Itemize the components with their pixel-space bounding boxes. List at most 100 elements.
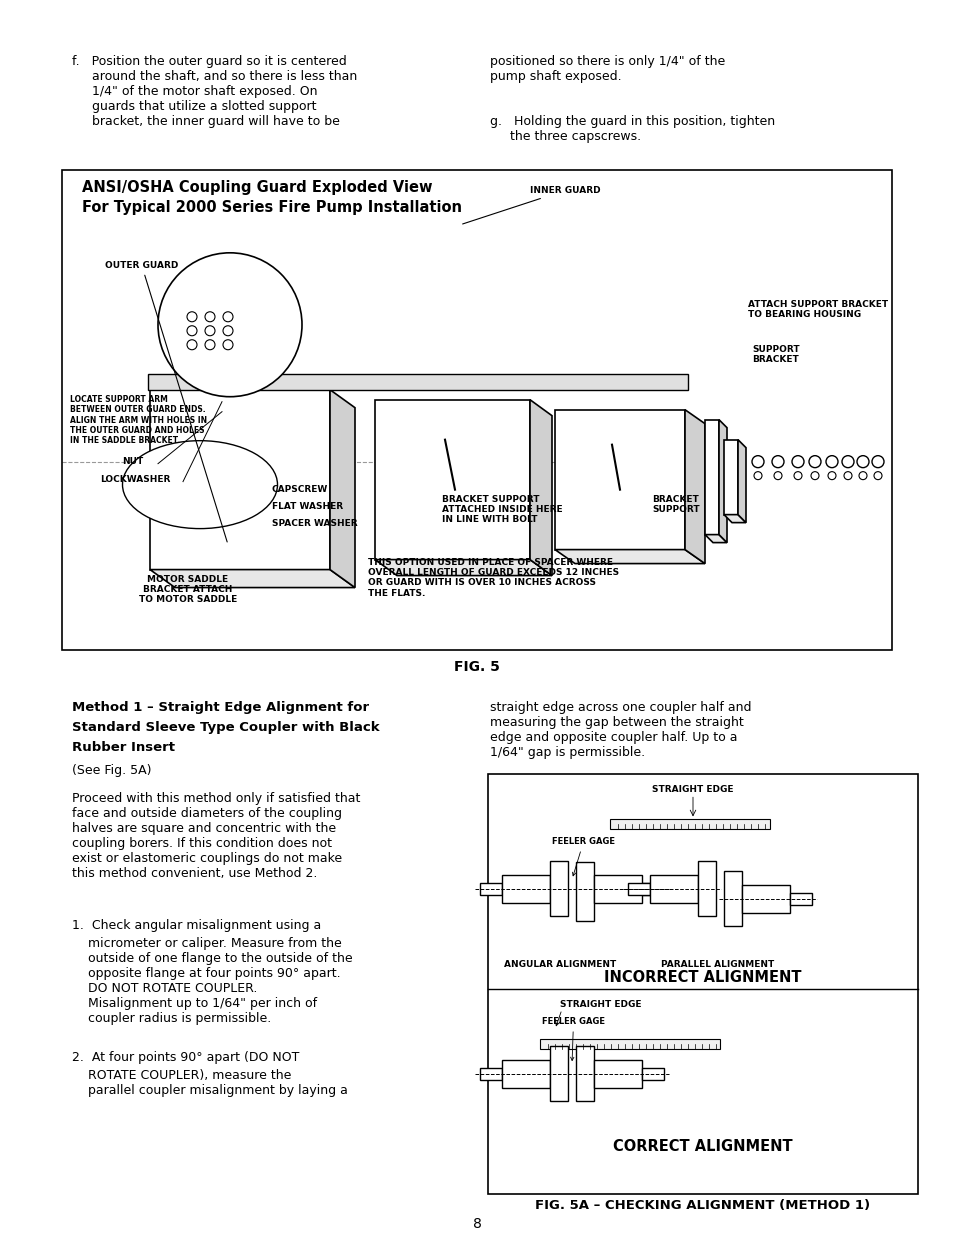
Text: BRACKET
SUPPORT: BRACKET SUPPORT bbox=[651, 495, 699, 514]
Bar bbox=[62, 170, 891, 650]
Bar bbox=[479, 883, 501, 895]
Circle shape bbox=[223, 340, 233, 350]
Text: 2.  At four points 90° apart (DO NOT: 2. At four points 90° apart (DO NOT bbox=[71, 1051, 299, 1065]
Text: Method 1 – Straight Edge Alignment for: Method 1 – Straight Edge Alignment for bbox=[71, 701, 369, 715]
Bar bbox=[609, 819, 769, 830]
Text: INNER GUARD: INNER GUARD bbox=[462, 185, 600, 224]
Polygon shape bbox=[719, 420, 726, 542]
Polygon shape bbox=[684, 410, 704, 563]
Circle shape bbox=[841, 456, 853, 468]
Circle shape bbox=[773, 472, 781, 479]
Circle shape bbox=[223, 311, 233, 322]
Circle shape bbox=[753, 472, 761, 479]
Text: Standard Sleeve Type Coupler with Black: Standard Sleeve Type Coupler with Black bbox=[71, 721, 379, 735]
Text: Proceed with this method only if satisfied that
face and outside diameters of th: Proceed with this method only if satisfi… bbox=[71, 793, 360, 881]
Text: LOCKWASHER: LOCKWASHER bbox=[100, 475, 171, 484]
Circle shape bbox=[843, 472, 851, 479]
Bar bbox=[698, 861, 716, 916]
Polygon shape bbox=[375, 400, 530, 559]
Text: For Typical 2000 Series Fire Pump Installation: For Typical 2000 Series Fire Pump Instal… bbox=[82, 200, 461, 215]
Text: ANSI/OSHA Coupling Guard Exploded View: ANSI/OSHA Coupling Guard Exploded View bbox=[82, 180, 432, 195]
Text: STRAIGHT EDGE: STRAIGHT EDGE bbox=[559, 1000, 640, 1009]
Circle shape bbox=[751, 456, 763, 468]
Polygon shape bbox=[530, 400, 552, 576]
Text: FLAT WASHER: FLAT WASHER bbox=[272, 503, 343, 511]
Text: FIG. 5A – CHECKING ALIGNMENT (METHOD 1): FIG. 5A – CHECKING ALIGNMENT (METHOD 1) bbox=[535, 1199, 870, 1212]
Text: ATTACH SUPPORT BRACKET
TO BEARING HOUSING: ATTACH SUPPORT BRACKET TO BEARING HOUSIN… bbox=[747, 300, 887, 319]
Text: ANGULAR ALIGNMENT: ANGULAR ALIGNMENT bbox=[503, 960, 616, 968]
Bar bbox=[501, 876, 550, 903]
Circle shape bbox=[158, 253, 302, 396]
Circle shape bbox=[791, 456, 803, 468]
Text: INCORRECT ALIGNMENT: INCORRECT ALIGNMENT bbox=[603, 971, 801, 986]
Circle shape bbox=[873, 472, 882, 479]
Bar bbox=[148, 374, 687, 390]
Text: OUTER GUARD: OUTER GUARD bbox=[105, 261, 227, 542]
Text: THIS OPTION USED IN PLACE OF SPACER WHERE
OVERALL LENGTH OF GUARD EXCEEDS 12 INC: THIS OPTION USED IN PLACE OF SPACER WHER… bbox=[368, 557, 618, 598]
Bar bbox=[501, 1060, 550, 1088]
Polygon shape bbox=[150, 390, 330, 569]
Bar bbox=[550, 1046, 567, 1102]
Bar bbox=[723, 872, 741, 926]
Text: BRACKET SUPPORT
ATTACHED INSIDE HERE
IN LINE WITH BOLT: BRACKET SUPPORT ATTACHED INSIDE HERE IN … bbox=[441, 495, 562, 525]
Bar bbox=[594, 876, 641, 903]
Circle shape bbox=[205, 340, 214, 350]
Circle shape bbox=[223, 326, 233, 336]
Polygon shape bbox=[375, 559, 552, 576]
Text: Rubber Insert: Rubber Insert bbox=[71, 741, 174, 755]
Bar bbox=[741, 885, 789, 914]
Circle shape bbox=[205, 326, 214, 336]
Polygon shape bbox=[150, 569, 355, 588]
Text: SPACER WASHER: SPACER WASHER bbox=[272, 519, 357, 529]
Circle shape bbox=[810, 472, 818, 479]
Bar bbox=[576, 1046, 594, 1102]
Polygon shape bbox=[723, 515, 745, 522]
Polygon shape bbox=[704, 535, 726, 542]
Text: FIG. 5: FIG. 5 bbox=[454, 659, 499, 673]
Circle shape bbox=[187, 311, 196, 322]
Bar bbox=[479, 1068, 501, 1081]
Circle shape bbox=[187, 340, 196, 350]
Bar bbox=[641, 1068, 663, 1081]
Polygon shape bbox=[723, 440, 738, 515]
Circle shape bbox=[825, 456, 837, 468]
Circle shape bbox=[856, 456, 868, 468]
Text: LOCATE SUPPORT ARM
BETWEEN OUTER GUARD ENDS.
ALIGN THE ARM WITH HOLES IN
THE OUT: LOCATE SUPPORT ARM BETWEEN OUTER GUARD E… bbox=[70, 395, 207, 446]
Circle shape bbox=[205, 311, 214, 322]
Bar bbox=[539, 1039, 720, 1050]
Polygon shape bbox=[555, 410, 684, 550]
Bar bbox=[649, 876, 698, 903]
Text: FEELER GAGE: FEELER GAGE bbox=[552, 837, 615, 876]
Text: 8: 8 bbox=[472, 1218, 481, 1231]
Bar bbox=[641, 883, 663, 895]
Polygon shape bbox=[330, 390, 355, 588]
Bar bbox=[627, 883, 649, 895]
Circle shape bbox=[771, 456, 783, 468]
Bar bbox=[789, 893, 811, 905]
Text: MOTOR SADDLE
BRACKET ATTACH
TO MOTOR SADDLE: MOTOR SADDLE BRACKET ATTACH TO MOTOR SAD… bbox=[139, 574, 237, 604]
Text: CORRECT ALIGNMENT: CORRECT ALIGNMENT bbox=[613, 1139, 792, 1155]
Circle shape bbox=[827, 472, 835, 479]
Polygon shape bbox=[555, 550, 704, 563]
Text: g.   Holding the guard in this position, tighten
     the three capscrews.: g. Holding the guard in this position, t… bbox=[490, 115, 774, 143]
Text: CAPSCREW: CAPSCREW bbox=[272, 485, 328, 494]
Ellipse shape bbox=[122, 441, 277, 529]
Text: PARALLEL ALIGNMENT: PARALLEL ALIGNMENT bbox=[660, 960, 774, 968]
Circle shape bbox=[858, 472, 866, 479]
Circle shape bbox=[793, 472, 801, 479]
Text: SUPPORT
BRACKET: SUPPORT BRACKET bbox=[751, 345, 799, 364]
Text: STRAIGHT EDGE: STRAIGHT EDGE bbox=[652, 785, 733, 794]
Text: FEELER GAGE: FEELER GAGE bbox=[541, 1018, 604, 1061]
Text: ROTATE COUPLER), measure the
    parallel coupler misalignment by laying a: ROTATE COUPLER), measure the parallel co… bbox=[71, 1070, 348, 1097]
Polygon shape bbox=[704, 420, 719, 535]
Circle shape bbox=[808, 456, 821, 468]
Text: f.   Position the outer guard so it is centered
     around the shaft, and so th: f. Position the outer guard so it is cen… bbox=[71, 56, 356, 128]
Text: (See Fig. 5A): (See Fig. 5A) bbox=[71, 764, 152, 778]
Text: micrometer or caliper. Measure from the
    outside of one flange to the outside: micrometer or caliper. Measure from the … bbox=[71, 937, 353, 1025]
Bar bbox=[488, 774, 917, 1194]
Polygon shape bbox=[738, 440, 745, 522]
Text: 1.  Check angular misalignment using a: 1. Check angular misalignment using a bbox=[71, 919, 321, 932]
Text: NUT: NUT bbox=[122, 457, 143, 466]
Circle shape bbox=[187, 326, 196, 336]
Text: straight edge across one coupler half and
measuring the gap between the straight: straight edge across one coupler half an… bbox=[490, 701, 751, 760]
